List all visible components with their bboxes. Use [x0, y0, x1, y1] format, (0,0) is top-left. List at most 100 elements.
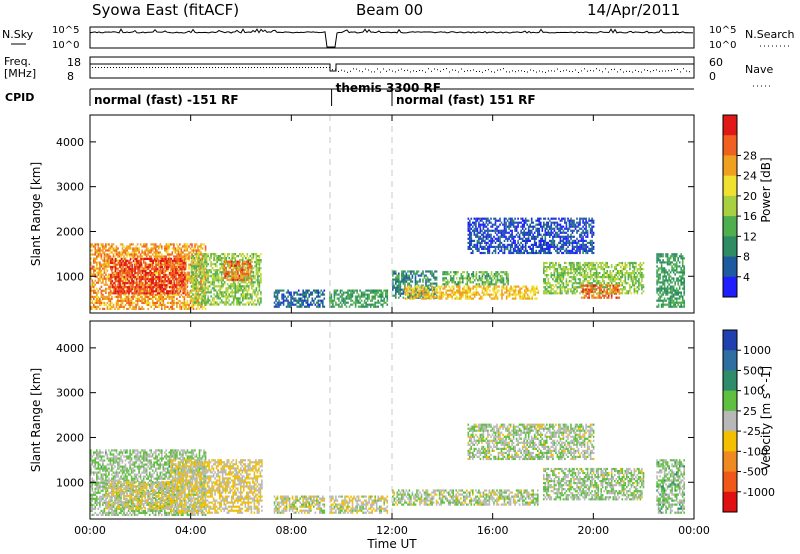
heatmap-cell — [220, 275, 223, 278]
nave-dot — [110, 67, 111, 68]
heatmap-cell — [176, 301, 178, 304]
heatmap-cell — [190, 271, 193, 274]
heatmap-cell — [158, 259, 161, 263]
heatmap-cell — [235, 274, 238, 277]
heatmap-cell — [243, 285, 246, 288]
heatmap-cell — [136, 299, 139, 302]
heatmap-cell — [493, 291, 496, 294]
heatmap-cell — [173, 277, 175, 280]
nave-dot — [416, 71, 417, 72]
nave-dot — [641, 71, 642, 73]
heatmap-cell — [94, 253, 97, 256]
heatmap-cell — [172, 276, 174, 279]
heatmap-cell — [161, 307, 163, 310]
heatmap-cell — [167, 276, 170, 279]
heatmap-cell — [97, 301, 100, 304]
heatmap-cell — [234, 285, 237, 288]
heatmap-cell — [210, 255, 212, 258]
heatmap-cell — [406, 293, 408, 296]
heatmap-cell — [102, 293, 104, 296]
nave-dot — [407, 69, 408, 71]
heatmap-cell — [469, 221, 471, 224]
heatmap-cell — [132, 253, 134, 256]
heatmap-cell — [168, 261, 171, 264]
heatmap-cell — [91, 295, 94, 298]
heatmap-cell — [503, 221, 506, 224]
heatmap-cell — [258, 267, 261, 270]
heatmap-cell — [237, 278, 239, 281]
heatmap-cell — [242, 253, 244, 256]
heatmap-cell — [99, 249, 101, 252]
heatmap-cell — [118, 293, 121, 296]
heatmap-cell — [138, 259, 141, 263]
heatmap-cell — [129, 253, 131, 256]
heatmap-cell — [110, 257, 112, 261]
heatmap-cell — [210, 269, 212, 272]
heatmap-cell — [481, 233, 483, 236]
heatmap-cell — [117, 282, 120, 285]
heatmap-cell — [186, 301, 189, 304]
heatmap-cell — [287, 301, 289, 304]
heatmap-cell — [220, 279, 223, 282]
heatmap-cell — [124, 257, 127, 260]
heatmap-cell — [198, 293, 201, 296]
heatmap-cell — [430, 297, 432, 300]
nave-dot — [341, 69, 342, 71]
heatmap-cell — [526, 223, 528, 226]
heatmap-cell — [111, 277, 113, 280]
heatmap-cell — [487, 273, 490, 276]
heatmap-cell — [159, 273, 162, 276]
heatmap-cell — [380, 299, 382, 302]
nave-dot — [476, 71, 477, 72]
heatmap-cell — [504, 291, 506, 294]
heatmap-cell — [178, 266, 180, 269]
heatmap-cell — [501, 279, 503, 282]
heatmap-cell — [195, 273, 197, 276]
heatmap-cell — [255, 273, 258, 276]
heatmap-cell — [141, 299, 143, 302]
heatmap-cell — [189, 247, 192, 250]
heatmap-cell — [491, 251, 494, 255]
heatmap-cell — [151, 297, 154, 300]
heatmap-cell — [475, 293, 478, 296]
heatmap-cell — [178, 292, 180, 295]
heatmap-cell — [96, 265, 98, 268]
heatmap-cell — [159, 303, 162, 306]
heatmap-cell — [257, 285, 259, 288]
nave-dot — [245, 67, 246, 68]
heatmap-cell — [188, 303, 190, 306]
heatmap-cell — [232, 272, 234, 275]
heatmap-cell — [255, 257, 258, 260]
heatmap-cell — [188, 251, 190, 254]
heatmap-cell — [144, 261, 147, 265]
heatmap-cell — [111, 247, 113, 250]
heatmap-cell — [100, 243, 103, 246]
heatmap-cell — [217, 275, 220, 278]
heatmap-cell — [408, 282, 411, 285]
heatmap-cell — [503, 219, 506, 222]
heatmap-cell — [249, 261, 252, 264]
heatmap-cell — [408, 278, 411, 281]
heatmap-cell — [418, 289, 420, 292]
heatmap-cell — [102, 289, 104, 292]
heatmap-cell — [230, 264, 233, 267]
heatmap-cell — [114, 295, 116, 298]
heatmap-cell — [232, 278, 234, 281]
heatmap-cell — [168, 307, 171, 310]
heatmap-cell — [232, 295, 235, 298]
heatmap-cell — [121, 273, 124, 276]
heatmap-cell — [245, 295, 247, 298]
heatmap-cell — [200, 251, 202, 254]
heatmap-cell — [173, 292, 176, 295]
heatmap-cell — [485, 233, 488, 236]
heatmap-cell — [164, 276, 167, 279]
heatmap-cell — [431, 270, 433, 273]
heatmap-cell — [407, 293, 410, 296]
heatmap-cell — [138, 276, 141, 279]
heatmap-cell — [193, 269, 196, 272]
heatmap-cell — [278, 301, 280, 304]
heatmap-cell — [183, 253, 186, 256]
heatmap-cell — [308, 303, 310, 306]
heatmap-cell — [469, 223, 471, 226]
heatmap-cell — [196, 289, 199, 292]
